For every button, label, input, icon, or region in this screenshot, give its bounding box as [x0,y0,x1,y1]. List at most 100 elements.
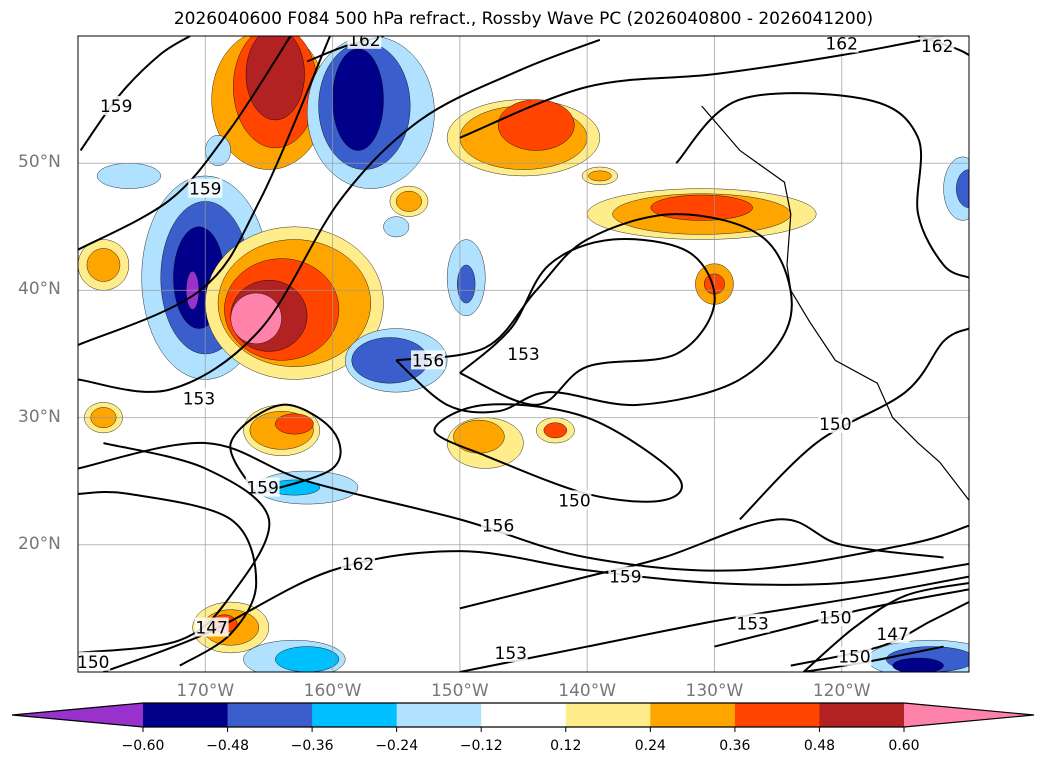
colorbar-swatch [396,703,482,727]
contour-label-bg [735,613,770,633]
colorbar-swatch [819,703,905,727]
contour-label-bg [347,36,382,49]
shaded-region [275,413,314,435]
contour-line [459,36,944,139]
contour-label: 150 [819,415,851,435]
shaded-region [96,162,161,189]
contour-line [395,213,793,414]
longitude-label: 120°W [812,681,871,701]
colorbar-swatch [565,703,651,727]
shaded-region [230,292,282,345]
longitude-label: 130°W [685,681,744,701]
latitude-label: 50°N [18,152,61,173]
contour-label: 153 [736,615,768,635]
contour-label-bg [506,344,541,363]
contour-label-bg [194,617,229,637]
contour-label-bg [875,623,910,643]
colorbar-tick-label: 0.36 [719,738,751,754]
contour-label-bg [188,178,223,198]
contour-label: 162 [921,37,953,57]
contour-label: 150 [819,608,851,628]
colorbar-swatch [650,703,736,727]
contour-line [79,36,191,152]
contour-label-bg [608,566,643,586]
contour-label: 162 [342,555,374,575]
longitude-label: 140°W [558,681,617,701]
contour-label: 159 [189,180,221,200]
contour-line [78,38,601,393]
contour-label: 153 [507,345,539,365]
contour-label-bg [818,607,853,627]
shaded-region [86,248,121,282]
contour-label-bg [78,651,111,671]
shaded-region [205,135,231,166]
shaded-region [588,170,612,182]
latitude-label: 20°N [18,533,61,554]
contour-label: 159 [246,479,278,499]
contour-line [78,442,969,572]
contour-label-bg [411,350,446,370]
contour-label: 156 [482,517,514,537]
map-title: 2026040600 F084 500 hPa refract., Rossby… [173,9,874,29]
contour-line [229,403,342,495]
colorbar-tick-label: −0.48 [206,738,249,754]
contour-label: 150 [77,653,109,673]
coastline [701,105,969,501]
colorbar-swatch [143,703,229,727]
colorbar-tick-label: −0.36 [290,738,334,754]
colorbar-tick-label: 0.24 [634,738,666,754]
contour-label: 147 [876,625,908,645]
colorbar-extend-low [12,703,143,727]
shaded-region [332,48,384,151]
colorbar-tick-label: −0.12 [459,738,503,754]
shaded-field [78,36,969,672]
colorbar-swatch [312,703,398,727]
contour-label-bg [837,646,872,666]
colorbar-swatch [227,703,313,727]
longitude-label: 150°W [430,681,489,701]
shaded-region [383,216,410,238]
contour-label-bg [181,388,216,408]
shaded-region [457,264,476,304]
latitude-label: 30°N [18,406,61,427]
contour-line [78,36,292,251]
contours: 159 159 153 156 153 150 156 162 159 159 150 153 153 1… [77,31,969,673]
latitude-label: 40°N [18,279,61,300]
colorbar [11,702,1035,732]
contour-label: 162 [348,31,380,51]
shaded-region [892,657,944,672]
contour-label: 156 [412,351,444,371]
colorbar-tick-label: 0.60 [888,738,920,754]
contour-line [802,581,969,672]
shaded-region [497,99,575,151]
contour-line [739,327,969,521]
contour-label: 162 [825,35,857,55]
colorbar-tick-label: 0.12 [550,738,582,754]
contour-label-bg [818,413,853,433]
contour-label-bg [341,553,376,573]
contour-label: 147 [195,618,227,638]
map-frame [77,35,970,673]
longitude-label: 160°W [303,681,362,701]
contour-line [675,92,969,279]
contour-label: 159 [609,568,641,588]
colorbar-tick-label: −0.60 [121,738,165,754]
contour-label-bg [481,515,516,535]
contour-label: 150 [838,648,870,668]
contour-label-bg [245,477,280,497]
colorbar-swatch [481,703,567,727]
contour-label-bg [920,36,955,56]
coastline-west-america [701,105,969,501]
contour-label-bg [824,36,859,53]
contour-label: 159 [100,97,132,117]
colorbar-swatch [734,703,820,727]
contour-label: 150 [558,491,590,511]
colorbar-tick-label: −0.24 [375,738,419,754]
shaded-region [396,190,422,212]
shaded-region [453,419,505,454]
contour-label: 153 [495,644,527,664]
shaded-region [543,422,567,439]
shaded-region [245,36,305,121]
contour-label-bg [99,95,134,115]
